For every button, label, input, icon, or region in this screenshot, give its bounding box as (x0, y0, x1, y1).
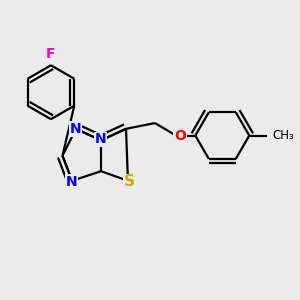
Text: N: N (65, 175, 77, 189)
Text: S: S (123, 174, 134, 189)
Text: N: N (70, 122, 82, 136)
Text: O: O (174, 129, 186, 142)
Text: N: N (95, 132, 107, 146)
Text: CH₃: CH₃ (272, 129, 294, 142)
Text: F: F (46, 47, 56, 61)
